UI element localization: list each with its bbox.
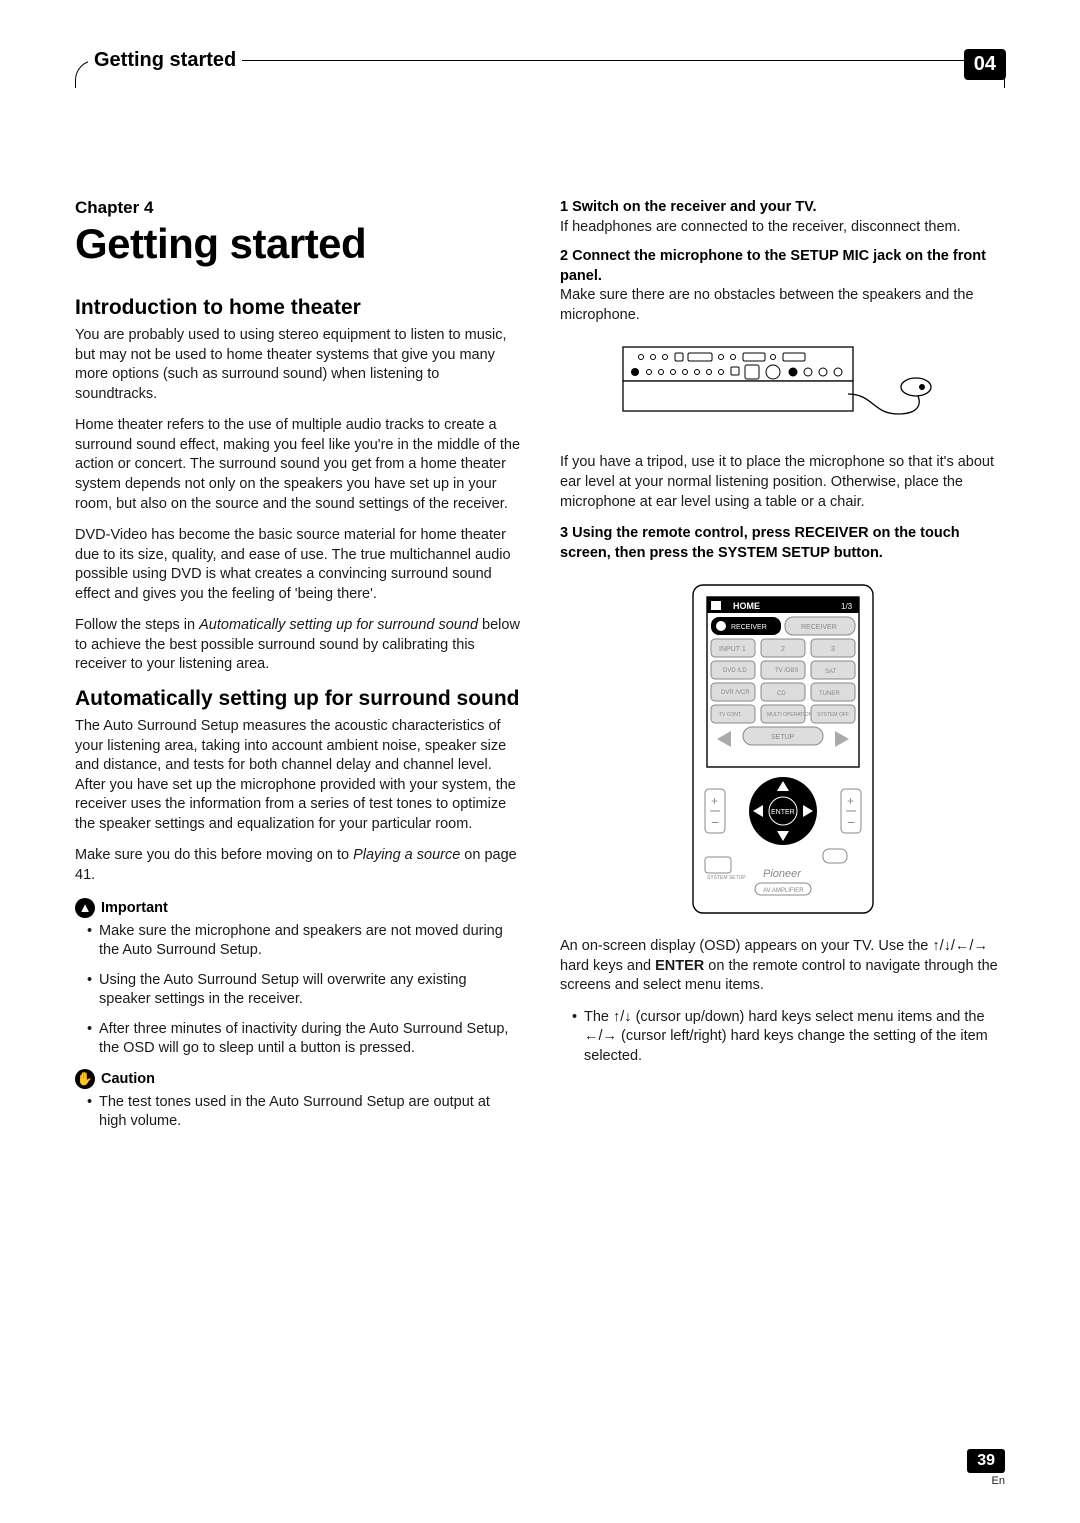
osd-b-a: The [584,1009,613,1025]
auto-p2-a: Make sure you do this before moving on t… [75,847,353,863]
svg-text:HOME: HOME [733,601,760,611]
svg-text:RECEIVER: RECEIVER [731,624,767,631]
svg-text:SYSTEM SETUP: SYSTEM SETUP [707,875,746,881]
figure-receiver [560,339,1005,439]
chapter-label: Chapter 4 [75,198,520,218]
step-1: 1 Switch on the receiver and your TV. If… [560,198,1005,237]
right-column: 1 Switch on the receiver and your TV. If… [560,198,1005,1142]
svg-text:+: + [847,794,854,808]
svg-text:MULTI OPERATION: MULTI OPERATION [767,712,812,718]
page-lang: En [967,1475,1005,1487]
auto-p2: Make sure you do this before moving on t… [75,846,520,885]
list-item: After three minutes of inactivity during… [87,1020,520,1059]
caution-icon: ✋ [75,1069,95,1089]
osd-b-c: (cursor left/right) hard keys change the… [584,1028,988,1064]
osd-p: An on-screen display (OSD) appears on yo… [560,937,1005,996]
step2-body: Make sure there are no obstacles between… [560,286,1005,325]
step2-bold: 2 Connect the microphone to the SETUP MI… [560,247,1005,286]
page-header: Getting started 04 [75,60,1005,88]
important-list: Make sure the microphone and speakers ar… [75,922,520,1059]
figure-remote: HOME 1/3 RECEIVER RECEIVER INPUT 1 2 3 D… [560,579,1005,919]
list-item: The test tones used in the Auto Surround… [87,1093,520,1132]
intro-heading: Introduction to home theater [75,296,520,320]
important-label-row: ▲ Important [75,898,520,918]
step-2: 2 Connect the microphone to the SETUP MI… [560,247,1005,325]
svg-text:2: 2 [781,646,785,653]
fig1-body: If you have a tripod, use it to place th… [560,453,1005,512]
important-icon: ▲ [75,898,95,918]
list-item: Make sure the microphone and speakers ar… [87,922,520,961]
svg-text:TV CONT.: TV CONT. [719,712,742,718]
svg-text:−: − [847,814,855,830]
list-item: The ↑/↓ (cursor up/down) hard keys selec… [572,1008,1005,1067]
svg-text:CD: CD [777,691,786,697]
svg-text:RECEIVER: RECEIVER [801,624,837,631]
svg-text:DVD /LD: DVD /LD [723,668,747,674]
svg-text:+: + [711,794,718,808]
osd-b-arrows1: ↑/↓ [613,1009,632,1025]
intro-p4-a: Follow the steps in [75,617,199,633]
osd-enter: ENTER [655,958,704,974]
svg-text:3: 3 [831,646,835,653]
caution-list: The test tones used in the Auto Surround… [75,1093,520,1132]
svg-text:−: − [711,814,719,830]
auto-p2-ital: Playing a source [353,847,460,863]
svg-text:SAT: SAT [825,669,837,675]
svg-text:SYSTEM OFF: SYSTEM OFF [817,712,849,718]
osd-p-b: hard keys and [560,958,655,974]
step1-bold: 1 Switch on the receiver and your TV. [560,198,1005,218]
svg-text:Pioneer: Pioneer [763,868,802,880]
svg-text:1/3: 1/3 [841,602,853,611]
important-label: Important [101,900,168,916]
caution-label-row: ✋ Caution [75,1069,520,1089]
header-section-label: Getting started [88,49,242,72]
svg-text:SETUP: SETUP [771,734,795,741]
svg-text:DVR /VCR: DVR /VCR [721,690,750,696]
list-item: Using the Auto Surround Setup will overw… [87,971,520,1010]
intro-p2: Home theater refers to the use of multip… [75,416,520,514]
intro-p4: Follow the steps in Automatically settin… [75,616,520,675]
page-footer: 39 En [967,1449,1005,1487]
left-column: Chapter 4 Getting started Introduction t… [75,198,520,1142]
step1-body: If headphones are connected to the recei… [560,218,1005,238]
osd-p-a: An on-screen display (OSD) appears on yo… [560,938,932,954]
intro-p1: You are probably used to using stereo eq… [75,326,520,404]
auto-heading: Automatically setting up for surround so… [75,687,520,711]
page-number-badge: 39 [967,1449,1005,1473]
osd-arrows: ↑/↓/←/→ [932,938,988,954]
svg-text:ENTER: ENTER [771,809,795,816]
svg-text:TUNER: TUNER [819,691,840,697]
step3-bold: 3 Using the remote control, press RECEIV… [560,524,1005,563]
svg-text:INPUT 1: INPUT 1 [719,646,746,653]
page-content: Chapter 4 Getting started Introduction t… [75,198,1005,1142]
osd-b-arrows2: ←/→ [584,1028,617,1044]
svg-text:AV AMPLIFIER: AV AMPLIFIER [763,888,804,894]
auto-p1: The Auto Surround Setup measures the aco… [75,717,520,834]
osd-bullets: The ↑/↓ (cursor up/down) hard keys selec… [560,1008,1005,1067]
intro-p4-ital: Automatically setting up for surround so… [199,617,478,633]
osd-b-b: (cursor up/down) hard keys select menu i… [632,1009,985,1025]
svg-text:TV /DBS: TV /DBS [775,668,798,674]
chapter-title: Getting started [75,220,520,268]
header-chapter-badge: 04 [964,49,1006,80]
intro-p3: DVD-Video has become the basic source ma… [75,526,520,604]
step-3: 3 Using the remote control, press RECEIV… [560,524,1005,563]
caution-label: Caution [101,1071,155,1087]
